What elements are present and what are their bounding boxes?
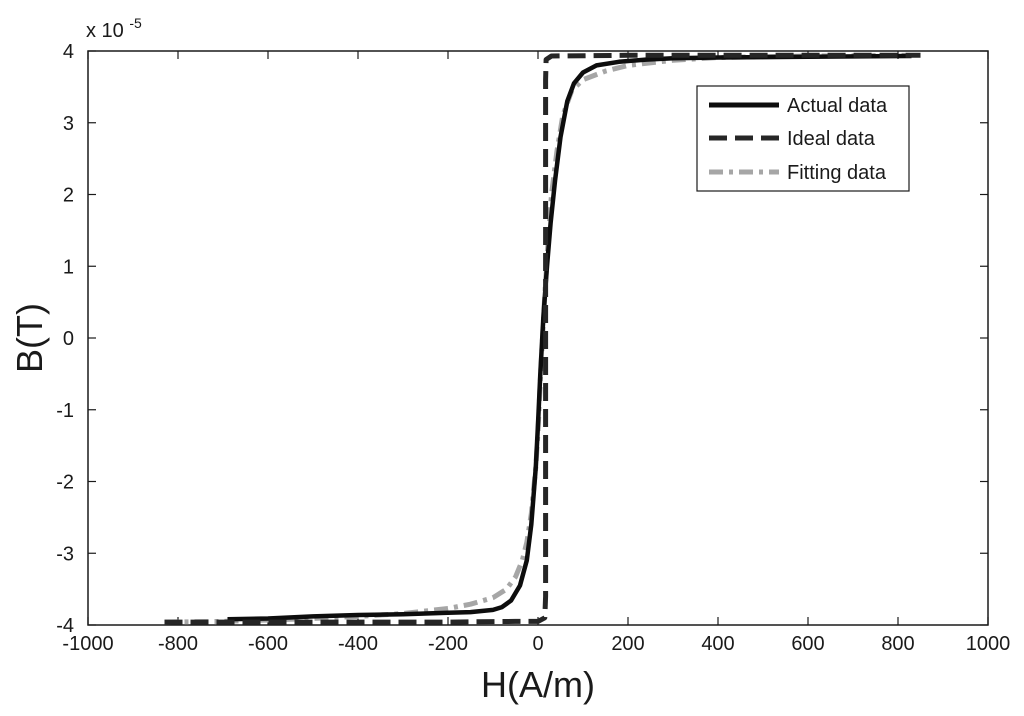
y-tick-label: 1 — [63, 256, 74, 278]
legend: Actual data Ideal data Fitting data — [696, 85, 910, 192]
x-tick-label: -1000 — [62, 633, 113, 655]
series-line-ideal — [164, 52, 921, 625]
x-tick-label: -200 — [428, 633, 468, 655]
x-tick-label: -800 — [158, 633, 198, 655]
axis-tick-labels: -1000 -800 -600 -400 -200 0 200 400 600 800 1000 -4… — [56, 41, 1010, 655]
x-tick-label: 0 — [532, 633, 543, 655]
x-tick-label: 400 — [701, 633, 734, 655]
x-tick-label: -400 — [338, 633, 378, 655]
x-tick-label: 800 — [881, 633, 914, 655]
y-tick-label: -1 — [56, 400, 74, 422]
legend-label-ideal: Ideal data — [787, 128, 876, 150]
series-line-actual — [227, 53, 912, 622]
y-multiplier-base: x 10 — [86, 20, 124, 42]
y-tick-label: 3 — [63, 113, 74, 135]
x-axis-title: H(A/m) — [481, 664, 595, 705]
series-line-fitting — [164, 52, 912, 625]
legend-label-fitting: Fitting data — [787, 162, 887, 184]
y-tick-label: 0 — [63, 328, 74, 350]
x-tick-label: 200 — [611, 633, 644, 655]
x-tick-label: 1000 — [966, 633, 1011, 655]
x-tick-label: -600 — [248, 633, 288, 655]
y-axis-title: B(T) — [9, 303, 50, 373]
y-tick-label: -3 — [56, 543, 74, 565]
y-tick-label: 4 — [63, 41, 74, 63]
legend-label-actual: Actual data — [787, 95, 888, 117]
x-tick-label: 600 — [791, 633, 824, 655]
y-multiplier-exponent: -5 — [129, 15, 142, 31]
y-tick-label: -2 — [56, 472, 74, 494]
series-layer — [164, 52, 921, 625]
y-tick-label: 2 — [63, 185, 74, 207]
y-tick-label: -4 — [56, 615, 74, 637]
y-multiplier: x 10 -5 — [86, 15, 142, 42]
